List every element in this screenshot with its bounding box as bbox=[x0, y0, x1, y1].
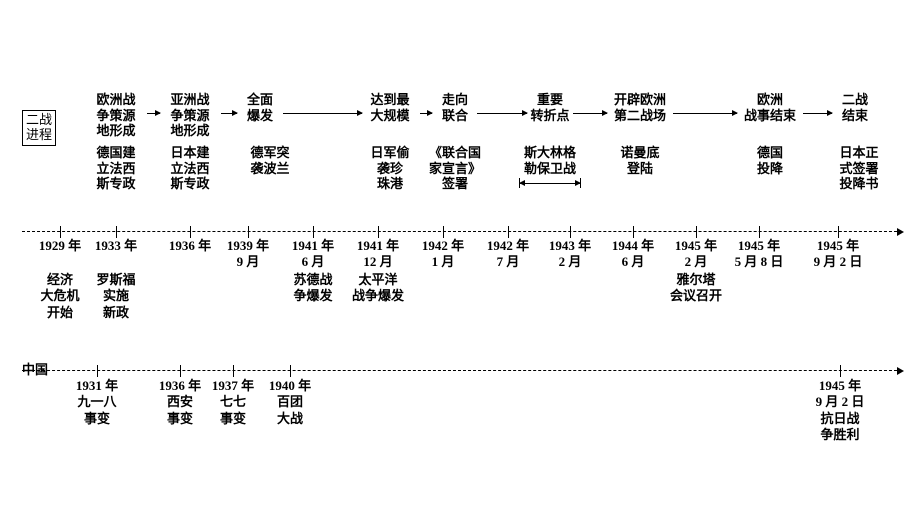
world-date-label: 1929 年 bbox=[32, 238, 88, 254]
phase-label: 二战结束 bbox=[830, 92, 880, 123]
china-event-label: 1945 年9 月 2 日抗日战争胜利 bbox=[810, 378, 870, 443]
world-event-label: 太平洋战争爆发 bbox=[349, 272, 407, 305]
detail-label: 德军突袭波兰 bbox=[240, 145, 300, 176]
detail-label: 诺曼底登陆 bbox=[612, 145, 668, 176]
detail-label: 德国投降 bbox=[745, 145, 795, 176]
world-event-label: 雅尔塔会议召开 bbox=[667, 272, 725, 305]
world-event-label: 苏德战争爆发 bbox=[285, 272, 341, 305]
axis-tick bbox=[313, 226, 314, 238]
world-date-label: 1945 年2 月 bbox=[668, 238, 724, 271]
world-date-label: 1933 年 bbox=[88, 238, 144, 254]
axis-tick bbox=[508, 226, 509, 238]
phase-label: 亚洲战争策源地形成 bbox=[159, 92, 221, 139]
phase-arrow bbox=[573, 113, 607, 114]
phase-arrow bbox=[477, 113, 527, 114]
china-row-label: 中国 bbox=[22, 359, 48, 378]
detail-label: 德国建立法西斯专政 bbox=[85, 145, 147, 192]
world-date-label: 1945 年9 月 2 日 bbox=[808, 238, 868, 271]
phase-arrow bbox=[420, 113, 432, 114]
world-date-label: 1942 年1 月 bbox=[415, 238, 471, 271]
china-event-label: 1936 年西安事变 bbox=[152, 378, 208, 427]
stalingrad-span-arrow bbox=[520, 183, 580, 184]
axis-tick bbox=[290, 365, 291, 377]
china-timeline-axis bbox=[22, 370, 902, 371]
side-label-line: 二战 bbox=[26, 113, 52, 128]
phase-label: 全面爆发 bbox=[235, 92, 285, 123]
detail-label: 斯大林格勒保卫战 bbox=[516, 145, 584, 176]
world-date-label: 1941 年6 月 bbox=[285, 238, 341, 271]
world-event-label: 罗斯福实施新政 bbox=[88, 272, 144, 321]
phase-label: 欧洲战事结束 bbox=[735, 92, 805, 123]
phase-arrow bbox=[673, 113, 737, 114]
axis-tick bbox=[248, 226, 249, 238]
axis-tick bbox=[840, 365, 841, 377]
detail-label: 日本正式签署投降书 bbox=[829, 145, 889, 192]
china-event-label: 1937 年七七事变 bbox=[205, 378, 261, 427]
world-date-label: 1944 年6 月 bbox=[605, 238, 661, 271]
world-timeline-axis bbox=[22, 231, 902, 232]
axis-tick bbox=[378, 226, 379, 238]
axis-tick bbox=[97, 365, 98, 377]
detail-label: 日军偷袭珍珠港 bbox=[360, 145, 420, 192]
world-date-label: 1936 年 bbox=[162, 238, 218, 254]
axis-tick bbox=[633, 226, 634, 238]
phase-label: 走向联合 bbox=[430, 92, 480, 123]
axis-tick bbox=[190, 226, 191, 238]
side-label-line: 进程 bbox=[26, 128, 52, 143]
phase-arrow bbox=[221, 113, 237, 114]
axis-tick bbox=[570, 226, 571, 238]
china-event-label: 1940 年百团大战 bbox=[262, 378, 318, 427]
detail-label: 日本建立法西斯专政 bbox=[159, 145, 221, 192]
world-date-label: 1941 年12 月 bbox=[350, 238, 406, 271]
world-date-label: 1945 年5 月 8 日 bbox=[729, 238, 789, 271]
axis-tick bbox=[838, 226, 839, 238]
phase-arrow bbox=[147, 113, 160, 114]
world-date-label: 1939 年9 月 bbox=[220, 238, 276, 271]
phase-label: 开辟欧洲第二战场 bbox=[605, 92, 675, 123]
axis-tick bbox=[60, 226, 61, 238]
phase-arrow bbox=[803, 113, 832, 114]
world-date-label: 1943 年2 月 bbox=[542, 238, 598, 271]
axis-tick bbox=[116, 226, 117, 238]
world-event-label: 经济大危机开始 bbox=[32, 272, 88, 321]
timeline-diagram: 二战 进程 欧洲战争策源地形成亚洲战争策源地形成全面爆发 达到最大规模走向联合 重要… bbox=[0, 0, 920, 518]
axis-tick bbox=[443, 226, 444, 238]
axis-tick bbox=[233, 365, 234, 377]
phase-label: 欧洲战争策源地形成 bbox=[85, 92, 147, 139]
world-date-label: 1942 年7 月 bbox=[480, 238, 536, 271]
china-event-label: 1931 年九一八事变 bbox=[69, 378, 125, 427]
phase-label: 达到最大规模 bbox=[360, 92, 420, 123]
detail-label: 《联合国家宣言》签署 bbox=[425, 145, 485, 192]
phase-arrow bbox=[283, 113, 362, 114]
axis-tick bbox=[696, 226, 697, 238]
axis-tick bbox=[180, 365, 181, 377]
phase-label: 重要转折点 bbox=[525, 92, 575, 123]
axis-tick bbox=[759, 226, 760, 238]
side-label-ww2-process: 二战 进程 bbox=[22, 110, 56, 146]
